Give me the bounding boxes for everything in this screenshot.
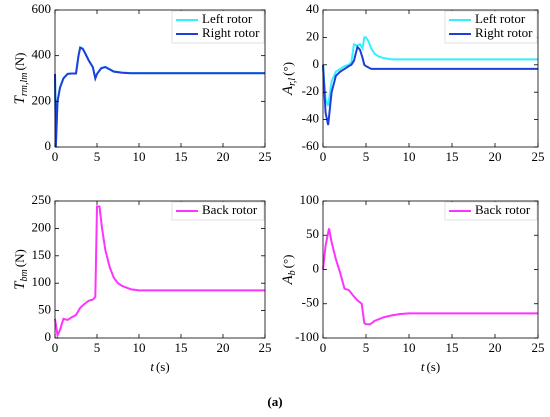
- y-label-subscript: b: [287, 270, 298, 275]
- y-axis-label: Ab (°): [280, 254, 298, 285]
- legend-box: [171, 201, 265, 221]
- x-tick-label: 25: [532, 149, 545, 164]
- y-tick-label: 150: [32, 247, 52, 262]
- y-label-unit: (°): [280, 62, 295, 76]
- y-tick-label: 50: [306, 226, 319, 241]
- data-line: [54, 205, 265, 339]
- y-tick-label: -60: [302, 138, 319, 153]
- data-line: [54, 45, 265, 148]
- y-tick-label: -40: [302, 111, 319, 126]
- x-tick-label: 10: [133, 340, 146, 355]
- y-tick-label: 250: [32, 192, 52, 207]
- y-axis-label: Ar,l (°): [280, 62, 298, 96]
- y-tick-label: 20: [306, 28, 319, 43]
- plot-frame: [322, 9, 539, 148]
- data-line: [322, 44, 538, 126]
- x-label-unit: (s): [426, 359, 440, 374]
- x-tick-label: 15: [175, 149, 188, 164]
- x-tick-label: 20: [489, 340, 502, 355]
- caption: (a): [267, 394, 282, 409]
- x-tick-label: 5: [363, 149, 370, 164]
- x-tick-label: 10: [133, 149, 146, 164]
- data-line: [54, 46, 265, 148]
- y-tick-label: -20: [302, 83, 319, 98]
- legend-box: [444, 10, 538, 44]
- x-tick-label: 20: [489, 149, 502, 164]
- x-tick-label: 0: [52, 340, 59, 355]
- y-tick-label: 0: [45, 329, 52, 344]
- x-tick-label: 25: [259, 149, 272, 164]
- y-label-symbol: T: [12, 280, 28, 290]
- y-tick-label: 100: [32, 274, 52, 289]
- x-label-symbol: t: [150, 359, 154, 374]
- x-label-unit: (s): [156, 359, 170, 374]
- x-tick-label: 5: [363, 340, 370, 355]
- y-tick-label: 0: [313, 56, 320, 71]
- y-tick-label: -100: [295, 329, 319, 344]
- x-tick-label: 0: [320, 149, 327, 164]
- legend-label: Back rotor: [202, 202, 258, 217]
- y-label-unit: (N): [12, 52, 27, 70]
- x-tick-label: 25: [532, 340, 545, 355]
- legend-box: [444, 201, 538, 221]
- x-tick-label: 0: [52, 149, 59, 164]
- plot-frame: [54, 200, 266, 339]
- x-tick-label: 15: [446, 340, 459, 355]
- y-label-unit: (N): [12, 249, 27, 267]
- x-tick-label: 25: [259, 340, 272, 355]
- y-tick-label: 400: [32, 47, 52, 62]
- plot-frame: [322, 200, 539, 339]
- y-tick-label: 40: [306, 1, 319, 16]
- x-tick-label: 20: [217, 340, 230, 355]
- y-tick-label: 200: [32, 219, 52, 234]
- y-label-symbol: A: [280, 275, 296, 286]
- y-tick-label: 100: [300, 192, 320, 207]
- y-label-symbol: T: [12, 95, 28, 105]
- y-label-subscript: r,l: [287, 78, 298, 86]
- legend-box: [171, 10, 265, 44]
- legend-label: Left rotor: [475, 11, 526, 26]
- legend-label: Back rotor: [475, 202, 531, 217]
- x-tick-label: 15: [175, 340, 188, 355]
- y-tick-label: 0: [313, 260, 320, 275]
- legend-label: Right rotor: [202, 25, 260, 40]
- x-axis-label: t (s): [150, 359, 169, 374]
- y-tick-label: 50: [38, 302, 51, 317]
- y-tick-label: 200: [32, 92, 52, 107]
- y-label-unit: (°): [280, 254, 295, 268]
- y-tick-label: 0: [45, 138, 52, 153]
- plot-frame: [54, 9, 266, 148]
- x-tick-label: 0: [320, 340, 327, 355]
- legend-label: Right rotor: [475, 25, 533, 40]
- x-axis-label: t (s): [421, 359, 440, 374]
- data-line: [322, 228, 538, 326]
- y-label-subscript: bm: [19, 269, 30, 281]
- y-tick-label: -50: [302, 295, 319, 310]
- y-axis-label: Trm,lm (N): [12, 52, 30, 104]
- y-label-symbol: A: [280, 85, 296, 96]
- x-tick-label: 20: [217, 149, 230, 164]
- x-tick-label: 5: [94, 340, 101, 355]
- y-tick-label: 600: [32, 1, 52, 16]
- x-tick-label: 10: [403, 149, 416, 164]
- data-line: [322, 36, 538, 107]
- x-tick-label: 5: [94, 149, 101, 164]
- x-tick-label: 10: [403, 340, 416, 355]
- legend-label: Left rotor: [202, 11, 253, 26]
- x-tick-label: 15: [446, 149, 459, 164]
- y-label-subscript: rm,lm: [19, 73, 30, 97]
- y-axis-label: Tbm (N): [12, 249, 30, 290]
- x-label-symbol: t: [421, 359, 425, 374]
